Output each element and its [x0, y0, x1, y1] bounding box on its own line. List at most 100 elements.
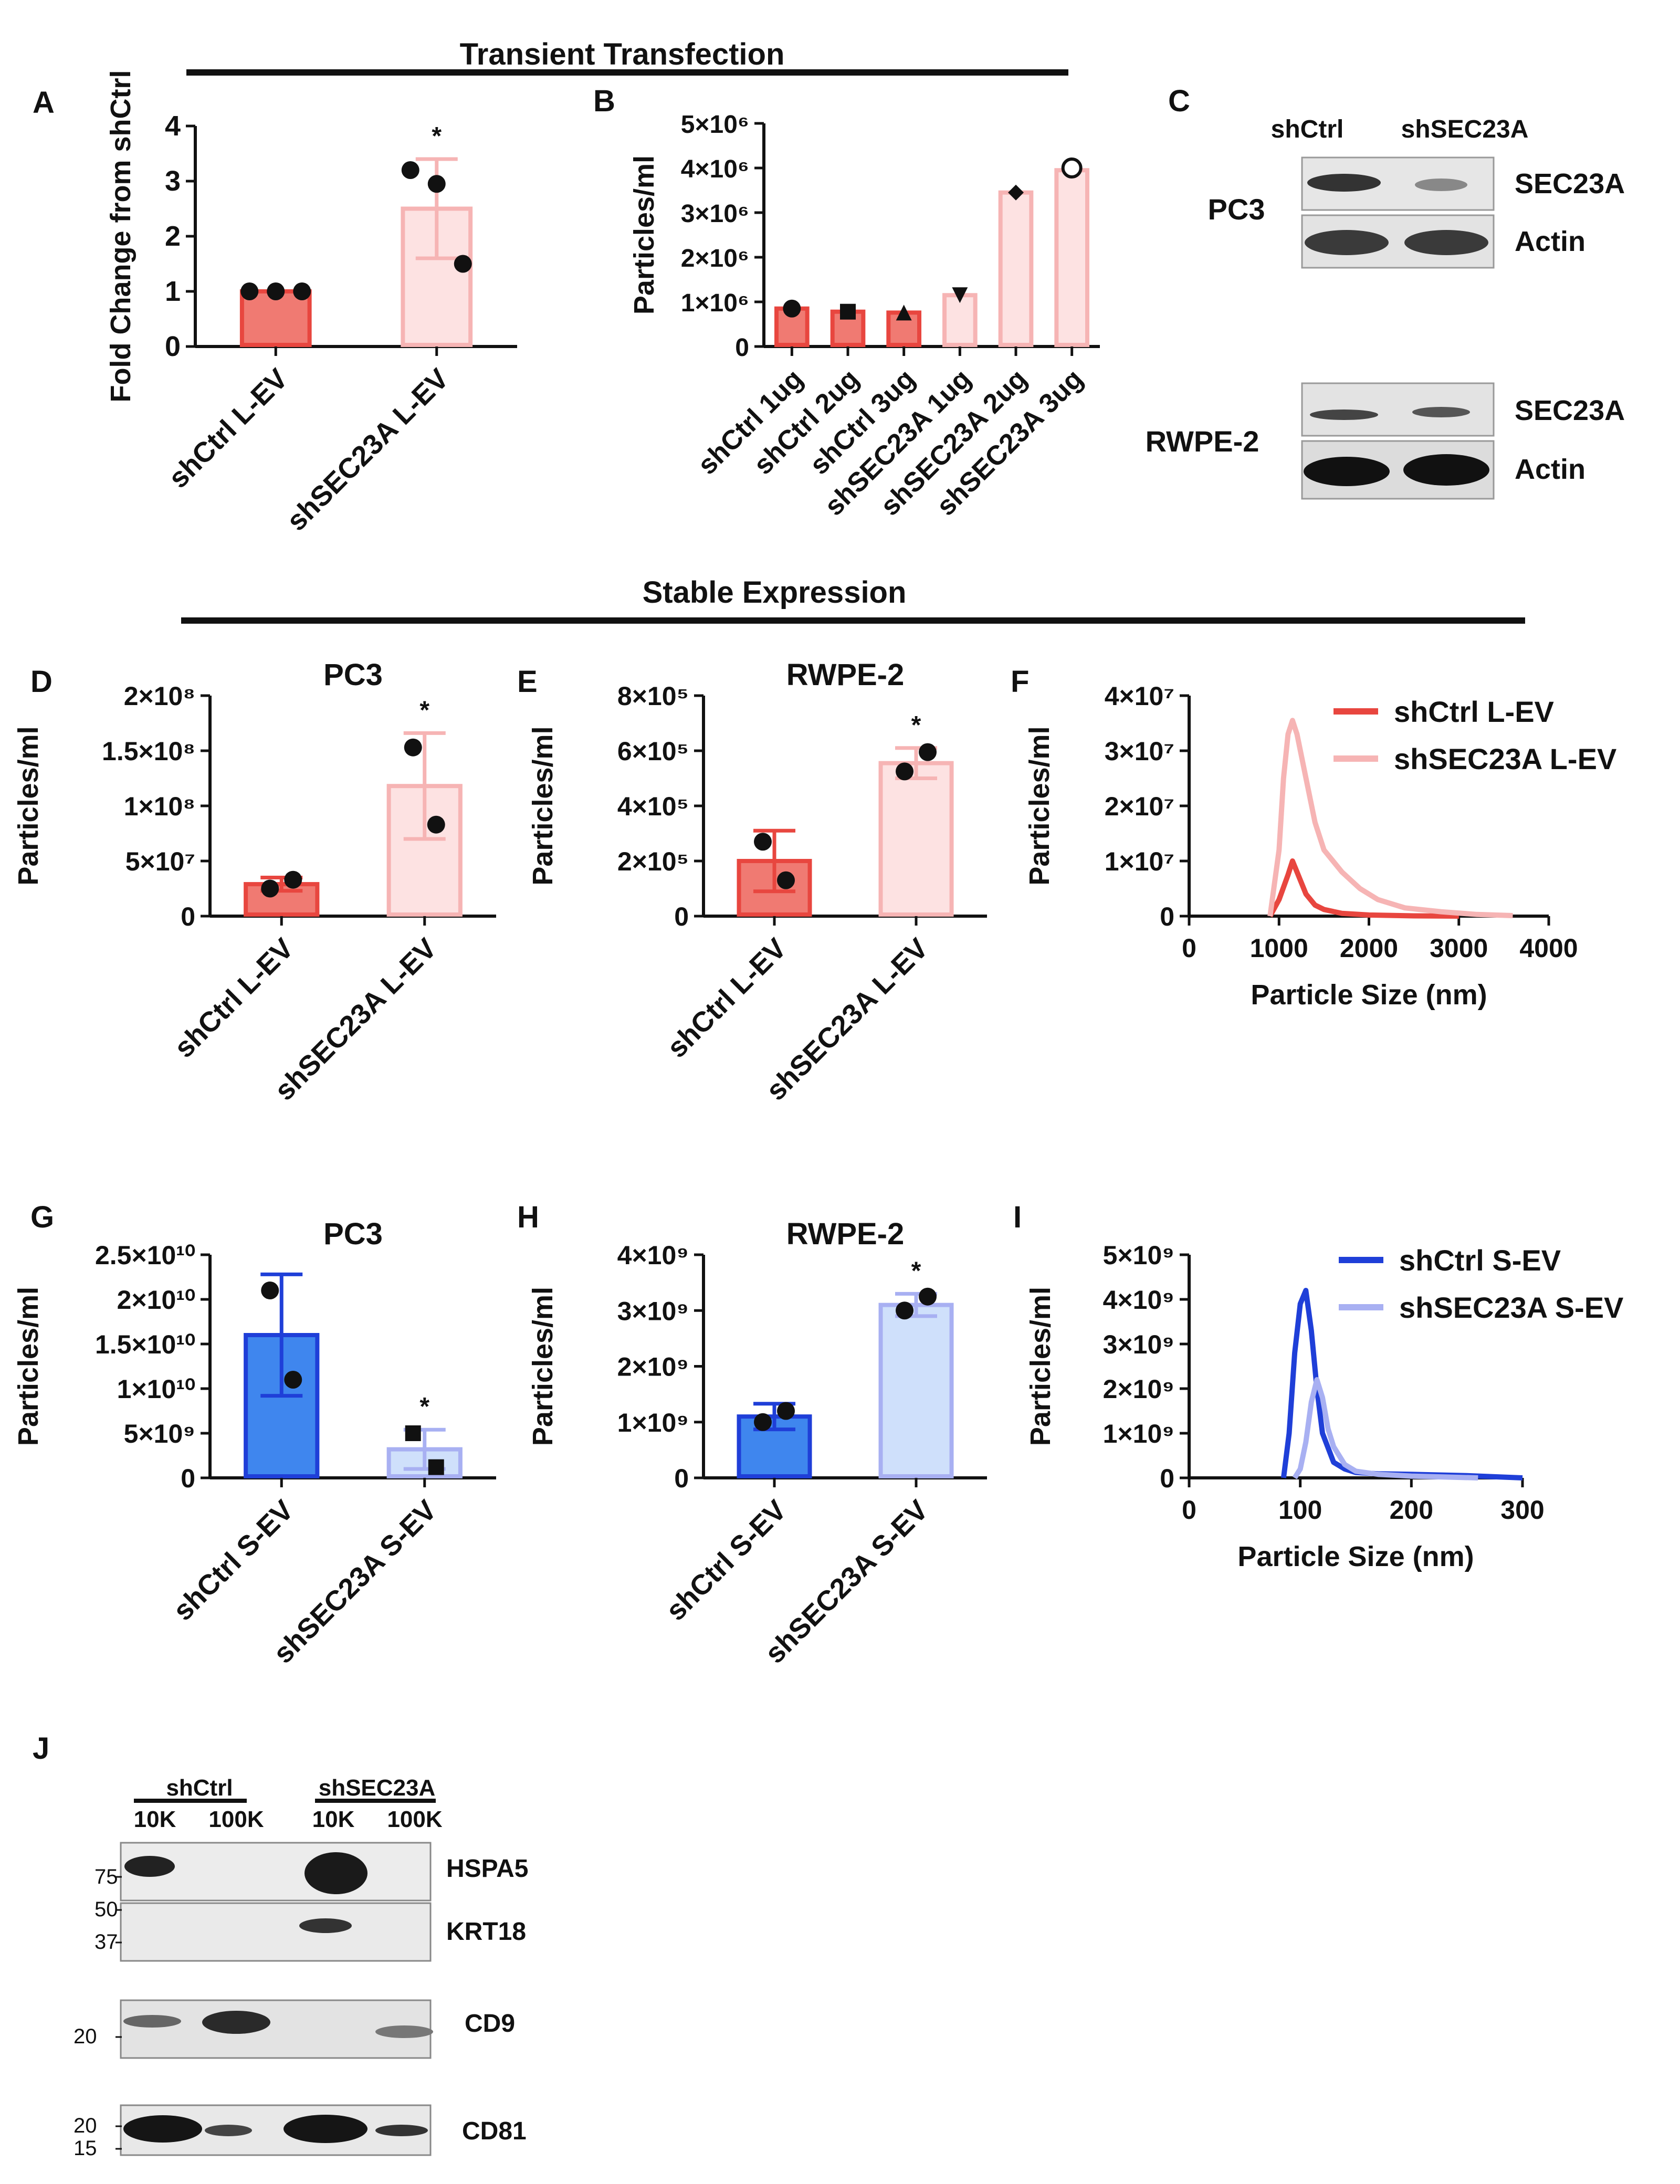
chart-h: 0 1×10⁹ 2×10⁹ 3×10⁹ 4×10⁹ Particles/ml RWPE-2 s… — [527, 1217, 987, 1670]
y-tick-label: 3 — [165, 165, 181, 197]
panel-letter-b: B — [593, 84, 615, 118]
protein-label-cd81: CD81 — [462, 2117, 527, 2145]
blot-krt18 — [120, 1902, 432, 1962]
y-tick-label: 0 — [674, 902, 689, 931]
chart-i: 0 1×10⁹ 2×10⁹ 3×10⁹ 4×10⁹ 5×10⁹ 0 100 200 300 Part… — [1025, 1241, 1623, 1572]
y-tick-label: 1.5×10¹⁰ — [95, 1330, 195, 1359]
band-pc3-shsec23a-actin — [1404, 230, 1488, 255]
band-rwpe2-shsec23a-actin — [1403, 454, 1489, 486]
bar — [998, 190, 1034, 347]
y-tick-label: 2×10¹⁰ — [117, 1285, 195, 1315]
band-pc3-shctrl-sec23a — [1307, 174, 1381, 192]
chart-b: 01×10⁶2×10⁶3×10⁶4×10⁶5×10⁶Particles/mlsh… — [628, 111, 1100, 522]
chart-a: 0 1 2 3 4 Fold Change from shCtrl shCtrl L-EV *… — [105, 70, 517, 537]
data-point — [896, 304, 912, 321]
data-point — [840, 303, 856, 320]
band-cd9-1 — [123, 2015, 181, 2028]
y-tick-label: 4×10⁵ — [617, 792, 689, 821]
y-tick-label: 1.5×10⁸ — [102, 737, 195, 766]
y-tick-label: 5×10⁹ — [1103, 1241, 1174, 1270]
x-tick-label: 3000 — [1430, 933, 1488, 963]
data-point — [261, 879, 279, 898]
y-tick-label: 0 — [165, 331, 181, 362]
y-tick-label: 0 — [181, 902, 195, 931]
error-bar — [753, 828, 795, 894]
data-point — [777, 871, 795, 889]
data-point — [427, 175, 446, 193]
y-axis-label: Particles/ml — [527, 1287, 559, 1446]
y-tick-label: 4×10⁶ — [681, 155, 749, 183]
category-label: shSEC23A L-EV — [281, 363, 455, 537]
y-tick-label: 1 — [165, 276, 181, 307]
y-tick-label: 4×10⁷ — [1105, 681, 1174, 711]
cell-label-rwpe2: RWPE-2 — [1146, 425, 1259, 458]
significance-star: * — [911, 1257, 921, 1285]
y-axis-label: Particles/ml — [527, 726, 559, 885]
y-tick-label: 5×10⁹ — [124, 1419, 195, 1448]
data-point — [896, 762, 914, 781]
legend-label: shCtrl L-EV — [1394, 695, 1554, 728]
series-line — [1292, 1377, 1478, 1480]
y-tick-label: 4×10⁹ — [1103, 1285, 1174, 1315]
y-tick-label: 8×10⁵ — [617, 681, 689, 711]
y-tick-label: 3×10⁷ — [1105, 737, 1174, 766]
marker-cd9-20: 20 — [74, 2025, 97, 2048]
y-tick-label: 0 — [1160, 1464, 1174, 1493]
data-point — [404, 738, 422, 757]
y-tick-label: 2×10⁸ — [124, 681, 195, 711]
x-tick-label: 0 — [1182, 933, 1196, 963]
chart-e: 0 2×10⁵ 4×10⁵ 6×10⁵ 8×10⁵ Particles/ml RWPE-2 s… — [527, 658, 987, 1107]
lane-label-shctrl: shCtrl — [1271, 116, 1344, 143]
y-tick-label: 5×10⁶ — [681, 111, 749, 139]
category-label: shCtrl L-EV — [661, 932, 792, 1064]
series-line — [1267, 718, 1513, 918]
blot-hspa5 — [120, 1842, 432, 1902]
y-tick-label: 2.5×10¹⁰ — [95, 1241, 195, 1270]
marker-cd81-20: 20 — [74, 2114, 97, 2137]
y-axis-label: Fold Change from shCtrl — [105, 70, 136, 403]
bar — [1054, 168, 1090, 347]
band-rwpe2-shsec23a-sec23a — [1412, 407, 1470, 417]
error-bar — [403, 731, 446, 841]
band-krt18-3 — [299, 1918, 352, 1933]
fraction-label-4: 100K — [387, 1807, 442, 1832]
y-tick-label: 0 — [674, 1464, 689, 1493]
data-point — [777, 1402, 795, 1420]
band-pc3-shctrl-actin — [1305, 230, 1389, 255]
band-rwpe2-shctrl-actin — [1304, 457, 1390, 486]
y-tick-label: 0 — [1160, 902, 1174, 931]
y-axis-label: Particles/ml — [1024, 726, 1055, 885]
y-tick-label: 2 — [165, 220, 181, 252]
y-axis-label: Particles/ml — [13, 1287, 44, 1446]
data-point — [284, 870, 302, 889]
panel-letter-a: A — [33, 86, 55, 120]
data-point — [401, 161, 419, 179]
marker-krt18-37: 37 — [94, 1930, 118, 1954]
band-label-pc3-sec23a: SEC23A — [1515, 168, 1625, 200]
bar — [878, 1303, 954, 1478]
chart-title: RWPE-2 — [786, 1217, 905, 1251]
marker-hspa5-75: 75 — [94, 1865, 118, 1888]
y-tick-label: 1×10⁷ — [1105, 847, 1174, 876]
band-pc3-shsec23a-sec23a — [1415, 178, 1467, 191]
band-cd81-3 — [284, 2115, 368, 2143]
legend-label: shSEC23A S-EV — [1399, 1291, 1623, 1324]
data-point — [783, 299, 801, 318]
y-tick-label: 3×10⁶ — [681, 200, 749, 228]
bar — [878, 761, 954, 917]
x-tick-label: 100 — [1278, 1495, 1322, 1525]
panel-letters: A B C D E F G H I J — [30, 84, 1190, 1766]
significance-star: * — [432, 122, 442, 150]
data-point — [919, 743, 937, 761]
data-point — [405, 1425, 421, 1441]
y-tick-label: 1×10⁶ — [681, 289, 749, 317]
error-bar — [260, 1272, 303, 1398]
data-point — [293, 282, 311, 300]
y-tick-label: 2×10⁹ — [617, 1352, 689, 1382]
x-tick-label: 0 — [1182, 1495, 1196, 1525]
y-axis-label: Particles/ml — [628, 155, 660, 314]
x-tick-label: 200 — [1390, 1495, 1433, 1525]
y-tick-label: 1×10¹⁰ — [117, 1374, 195, 1404]
y-tick-label: 3×10⁹ — [617, 1296, 689, 1326]
